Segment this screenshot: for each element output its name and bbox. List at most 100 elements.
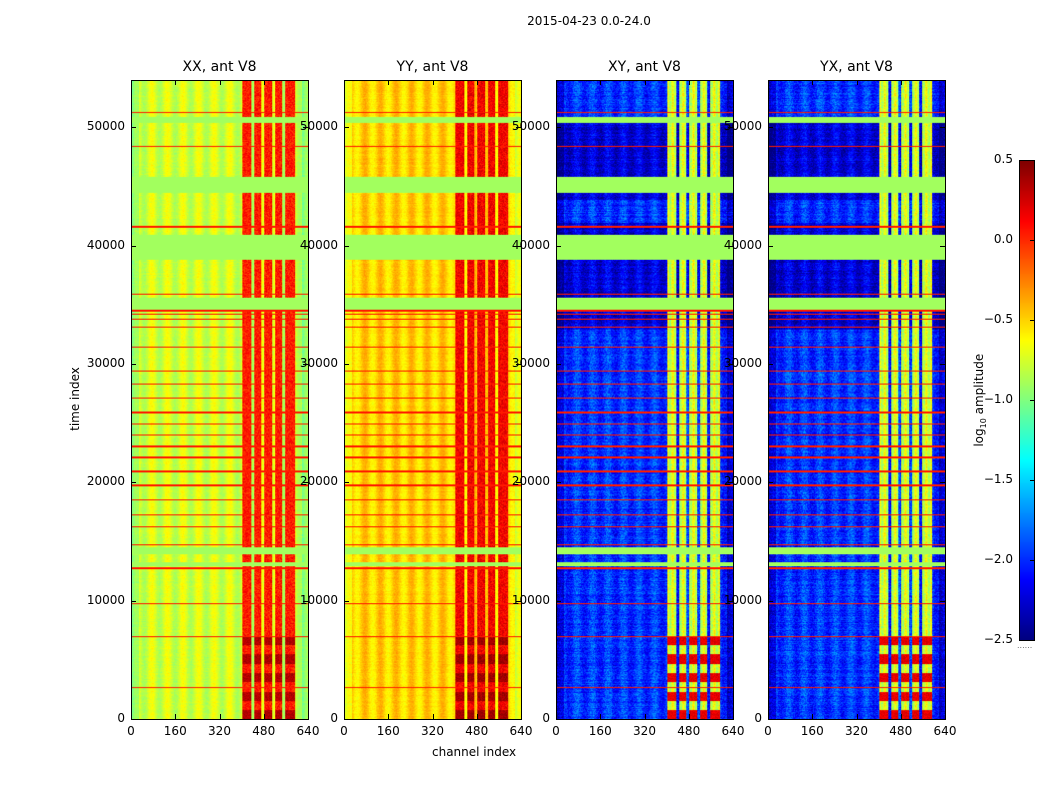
- y-tick-label: 0: [117, 711, 125, 725]
- x-tick: [945, 80, 946, 85]
- y-tick: [768, 482, 773, 484]
- colorbar-tick: [1030, 160, 1035, 161]
- x-tick: [219, 80, 221, 85]
- x-tick: [556, 714, 557, 719]
- x-tick: [388, 80, 390, 85]
- x-tick: [344, 80, 345, 85]
- y-tick: [303, 364, 308, 365]
- y-tick-label: 20000: [723, 474, 762, 489]
- y-tick-label: 30000: [723, 356, 762, 370]
- heatmap-image: [769, 81, 945, 719]
- x-tick: [131, 80, 132, 85]
- x-tick: [768, 714, 769, 719]
- x-tick: [432, 80, 434, 85]
- x-tick: [900, 714, 902, 719]
- y-tick: [728, 245, 733, 247]
- y-tick: [940, 364, 945, 365]
- y-tick: [940, 127, 945, 129]
- x-tick: [688, 714, 690, 719]
- x-tick-label: 320: [633, 724, 656, 738]
- x-tick: [308, 714, 309, 719]
- x-tick-label: 320: [208, 724, 231, 738]
- heatmap-image: [557, 81, 733, 719]
- y-tick: [556, 482, 561, 484]
- colorbar-tick-label: −1.0: [983, 392, 1013, 406]
- y-tick-label: 10000: [511, 592, 550, 607]
- x-tick-label: 480: [889, 724, 913, 738]
- x-tick-label: 640: [296, 724, 320, 738]
- y-tick: [516, 719, 521, 720]
- y-tick-label: 0: [754, 711, 762, 725]
- y-tick: [516, 482, 521, 484]
- y-tick: [131, 600, 136, 602]
- x-tick: [388, 714, 390, 719]
- y-tick: [303, 127, 308, 129]
- x-tick: [688, 80, 690, 85]
- x-tick-label: 0: [764, 724, 772, 738]
- colorbar-tick: [1030, 240, 1035, 241]
- x-tick: [175, 714, 177, 719]
- x-tick-label: 320: [845, 724, 868, 738]
- y-tick: [556, 600, 561, 602]
- x-tick-label: 480: [677, 724, 701, 738]
- x-tick-label: 0: [340, 724, 348, 738]
- y-tick: [344, 245, 349, 247]
- colorbar-tick: [1030, 640, 1035, 641]
- x-tick: [344, 714, 345, 719]
- x-tick: [856, 714, 858, 719]
- y-tick: [728, 600, 733, 602]
- x-tick: [263, 714, 265, 719]
- x-tick: [644, 714, 646, 719]
- y-tick: [728, 364, 733, 365]
- x-tick: [856, 80, 858, 85]
- x-tick: [476, 80, 478, 85]
- x-tick-label: 0: [127, 724, 135, 738]
- x-tick: [600, 80, 602, 85]
- y-tick-label: 20000: [299, 474, 338, 489]
- y-tick-label: 50000: [723, 119, 762, 134]
- y-tick: [516, 364, 521, 365]
- panel-title: YX, ant V8: [820, 59, 893, 75]
- heatmap-panel: [768, 80, 946, 720]
- y-tick-label: 50000: [86, 119, 125, 134]
- x-tick-label: 640: [721, 724, 745, 738]
- x-tick: [432, 714, 434, 719]
- colorbar-tick-label: 0.0: [993, 232, 1013, 246]
- y-tick: [768, 245, 773, 247]
- y-tick-label: 40000: [511, 237, 550, 252]
- y-tick: [131, 245, 136, 247]
- x-tick: [600, 714, 602, 719]
- y-tick-label: 30000: [86, 356, 125, 370]
- x-tick: [733, 714, 734, 719]
- y-tick: [768, 719, 773, 720]
- y-tick: [303, 719, 308, 720]
- heatmap-panel: [556, 80, 734, 720]
- x-tick-label: 0: [552, 724, 560, 738]
- y-tick-label: 30000: [511, 356, 550, 370]
- y-tick: [131, 482, 136, 484]
- y-tick: [768, 600, 773, 602]
- y-tick: [768, 127, 773, 129]
- y-tick: [556, 364, 561, 365]
- x-tick: [644, 80, 646, 85]
- heatmap-image: [345, 81, 521, 719]
- y-tick: [728, 719, 733, 720]
- y-tick-label: 40000: [86, 237, 125, 252]
- colorbar-tick-label: −1.5: [983, 472, 1013, 486]
- y-tick: [940, 600, 945, 602]
- y-tick: [303, 245, 308, 247]
- figure-title: 2015-04-23 0.0-24.0: [527, 14, 651, 28]
- y-tick-label: 50000: [511, 119, 550, 134]
- x-tick-label: 480: [465, 724, 489, 738]
- y-tick: [344, 600, 349, 602]
- x-tick: [768, 80, 769, 85]
- x-tick-label: 320: [421, 724, 444, 738]
- y-tick: [131, 719, 136, 720]
- y-tick-label: 40000: [299, 237, 338, 252]
- heatmap-image: [132, 81, 308, 719]
- y-tick-label: 20000: [511, 474, 550, 489]
- y-tick-label: 10000: [86, 592, 125, 607]
- x-tick: [812, 80, 814, 85]
- y-tick: [556, 127, 561, 129]
- y-tick-label: 10000: [723, 592, 762, 607]
